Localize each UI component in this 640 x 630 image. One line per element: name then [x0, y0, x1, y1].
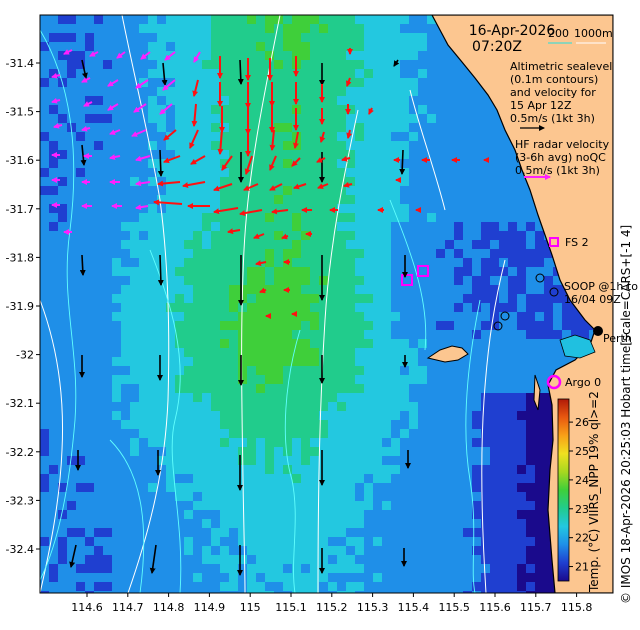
soop-track [493, 273, 559, 331]
sealevel-contours [40, 29, 481, 593]
y-axis: -31.4 -31.5 -31.6 -31.7 -31.8 -31.9 -32 -32.1 -3… [6, 57, 40, 556]
mooring-marker [417, 265, 429, 277]
y-tick-label: -31.6 [6, 154, 34, 167]
bathymetry-contours [40, 15, 506, 593]
radar-note: HF radar velocity (3-6h avg) noQC 0.5m/s… [515, 138, 610, 180]
soop-label-line1: SOOP @1h to [564, 280, 638, 293]
y-tick-label: -31.8 [6, 251, 34, 264]
svg-text:0.5m/s (1kt 3h): 0.5m/s (1kt 3h) [515, 164, 600, 177]
title-time: 07:20Z [472, 39, 522, 55]
x-tick-label: 115.7 [520, 601, 552, 614]
plot-frame [39, 14, 614, 594]
y-tick-label: -31.4 [6, 57, 34, 70]
perth-marker [593, 326, 603, 336]
svg-text:Altimetric sealevel: Altimetric sealevel [510, 60, 612, 73]
swan-river-estuary [559, 334, 596, 359]
land-rottnest-island [426, 345, 469, 363]
y-tick-label: -32.2 [6, 446, 34, 459]
x-axis: 114.6 114.7 114.8 114.9 115 115.1 115.2 115.3 11… [71, 593, 592, 614]
argo-label: Argo 0 [565, 376, 601, 389]
x-tick-label: 114.7 [112, 601, 144, 614]
y-tick-label: -31.5 [6, 106, 34, 119]
colorbar-tick-label: 22 [575, 532, 589, 545]
colorbar-tick-label: 25 [575, 445, 589, 458]
title-date: 16-Apr-2026 [469, 23, 556, 39]
colorbar-tick-label: 21 [575, 561, 589, 574]
perth-label: Perth [603, 332, 632, 345]
x-tick-label: 115.6 [479, 601, 511, 614]
fs2-label: FS 2 [565, 236, 589, 249]
svg-text:HF radar velocity: HF radar velocity [515, 138, 610, 151]
y-tick-label: -32 [16, 349, 34, 362]
svg-text:(0.1m contours): (0.1m contours) [510, 73, 598, 86]
y-tick-label: -32.1 [6, 397, 34, 410]
y-tick-label: -31.7 [6, 203, 34, 216]
x-tick-label: 115.5 [438, 601, 470, 614]
colorbar [557, 398, 570, 582]
colorbar-label: Temp. (°C) VIIRS_NPP 19% ql>=2 [587, 391, 601, 593]
plot-area [40, 15, 613, 593]
y-tick-label: -32.4 [6, 543, 34, 556]
x-tick-label: 115.2 [316, 601, 348, 614]
y-tick-label: -32.3 [6, 494, 34, 507]
svg-text:0.5m/s (1kt 3h): 0.5m/s (1kt 3h) [510, 112, 595, 125]
x-tick-label: 115 [240, 601, 261, 614]
x-tick-label: 115.8 [561, 601, 593, 614]
altimetry-note: Altimetric sealevel (0.1m contours) and … [510, 60, 612, 131]
side-text: © IMOS 18-Apr-2026 20:25:03 Hobart time[… [619, 225, 633, 604]
y-tick-label: -31.9 [6, 300, 34, 313]
velocity-arrows [51, 48, 489, 576]
svg-text:(3-6h avg) noQC: (3-6h avg) noQC [515, 151, 606, 164]
depth-legend-1000: 1000m [574, 27, 613, 40]
svg-text:and velocity for: and velocity for [510, 86, 596, 99]
colorbar-tick-label: 24 [575, 474, 589, 487]
colorbar-ticks: 21 22 23 24 25 26 [569, 416, 589, 574]
x-tick-label: 115.4 [398, 601, 430, 614]
colorbar-tick-label: 26 [575, 416, 589, 429]
x-tick-label: 114.9 [194, 601, 226, 614]
soop-label-line2: 16/04 09Z [564, 293, 621, 306]
depth-legend-200: 200 [548, 27, 569, 40]
svg-text:15 Apr 12Z: 15 Apr 12Z [510, 99, 572, 112]
land-garden-island [533, 374, 541, 411]
x-tick-label: 114.6 [71, 601, 103, 614]
x-tick-label: 114.8 [153, 601, 185, 614]
colorbar-tick-label: 23 [575, 503, 589, 516]
x-tick-label: 115.3 [357, 601, 389, 614]
argo-marker [546, 374, 562, 390]
x-tick-label: 115.1 [275, 601, 307, 614]
fs2-marker [549, 237, 559, 247]
